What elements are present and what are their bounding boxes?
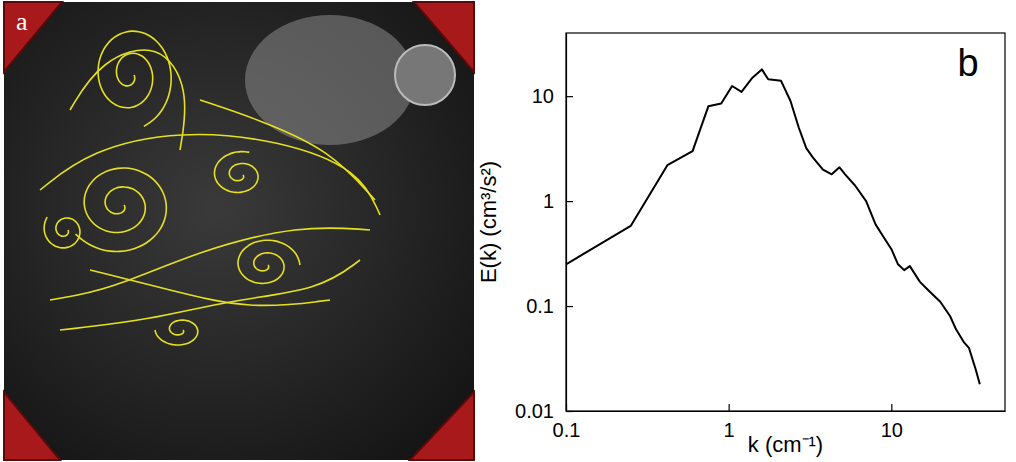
y-axis-title: E(k) (cm³/s²) bbox=[476, 161, 501, 283]
figure: a0.11100.010.1110k (cm⁻¹)E(k) (cm³/s²)b bbox=[0, 0, 1016, 462]
streamline bbox=[238, 240, 300, 283]
photo-background bbox=[4, 2, 474, 460]
tick-mark bbox=[891, 404, 892, 411]
corner-marker bbox=[410, 392, 474, 460]
tick-mark bbox=[729, 404, 730, 411]
tick: 0.1 bbox=[526, 295, 573, 317]
tick-label: 1 bbox=[543, 190, 554, 212]
tick-mark bbox=[566, 201, 573, 202]
tick: 10 bbox=[532, 85, 573, 107]
corner-marker bbox=[4, 392, 60, 460]
tick-label: 1 bbox=[724, 419, 735, 441]
streamline bbox=[98, 31, 171, 126]
image-panel: a bbox=[4, 2, 474, 460]
x-axis-title: k (cm⁻¹) bbox=[748, 432, 823, 457]
tick-mark bbox=[566, 411, 573, 412]
streamline bbox=[90, 270, 330, 305]
tick-label: 0.1 bbox=[553, 419, 581, 441]
streamline bbox=[60, 260, 360, 330]
streamline bbox=[50, 228, 370, 300]
tick: 10 bbox=[881, 404, 903, 441]
tick-mark bbox=[566, 306, 573, 307]
axis-line bbox=[566, 34, 567, 412]
panel-label: a bbox=[16, 7, 28, 36]
streamline bbox=[40, 135, 380, 215]
tick-mark bbox=[566, 96, 573, 97]
streamline bbox=[70, 50, 185, 150]
photo-fixture bbox=[395, 45, 455, 105]
streamline bbox=[200, 100, 375, 200]
streamline bbox=[44, 217, 80, 248]
plot-frame bbox=[566, 33, 1005, 411]
tick-label: 10 bbox=[532, 85, 554, 107]
y-axis: 0.01 0.1 1 10 bbox=[515, 34, 573, 422]
axis-line bbox=[567, 411, 1006, 412]
streamline bbox=[76, 168, 167, 251]
tick-label: 0.1 bbox=[526, 295, 554, 317]
tick: 0.01 bbox=[515, 400, 573, 422]
chart-panel: 0.11100.010.1110k (cm⁻¹)E(k) (cm³/s²)b bbox=[476, 33, 1006, 457]
streamline bbox=[155, 320, 198, 345]
tick: 1 bbox=[543, 190, 573, 212]
corner-marker bbox=[414, 2, 474, 72]
tick-label: 10 bbox=[881, 419, 903, 441]
streamline bbox=[214, 152, 258, 193]
corner-marker bbox=[4, 2, 62, 72]
tick: 1 bbox=[724, 404, 735, 441]
spectrum-line bbox=[566, 69, 980, 384]
plot-area bbox=[566, 69, 980, 384]
tick-label: 0.01 bbox=[515, 400, 554, 422]
panel-label: b bbox=[957, 42, 978, 84]
